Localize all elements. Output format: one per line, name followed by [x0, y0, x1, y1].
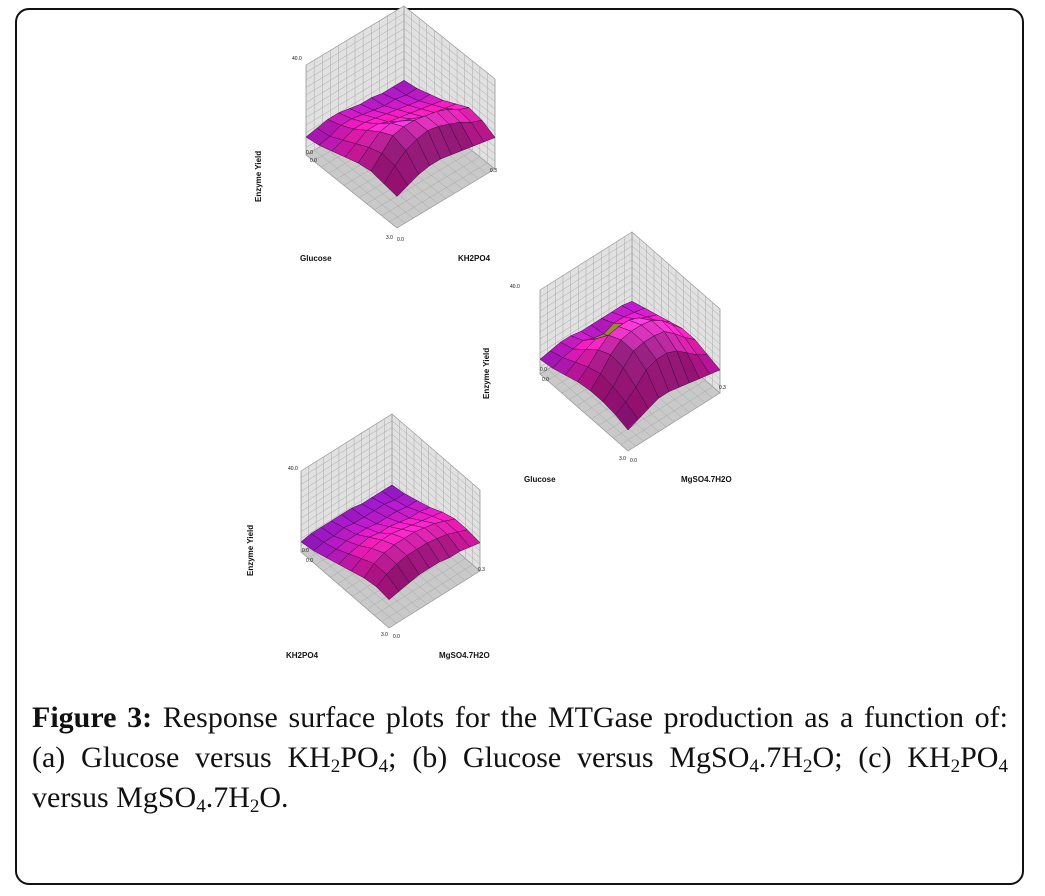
surface-patch	[376, 574, 400, 600]
y-tick-end: 0.3	[490, 168, 497, 174]
grid-line	[300, 427, 393, 485]
y-tick-start: 0.0	[542, 377, 549, 383]
caption-text: O.	[259, 781, 289, 814]
y-axis-label: MgSO4.7H2O	[681, 475, 732, 484]
grid-line	[305, 20, 405, 81]
grid-line	[631, 245, 721, 324]
y-tick-start: 0.0	[310, 158, 317, 164]
grid-line	[539, 238, 633, 298]
x-tick-start: 0.0	[397, 237, 404, 243]
figure-frame	[15, 8, 1024, 885]
subscript: 2	[803, 756, 813, 777]
surface-mesh	[305, 80, 496, 197]
z-axis-label: Enzyme Yield	[246, 525, 255, 576]
caption-text: .7H	[758, 741, 804, 774]
y-tick-end: 0.3	[719, 385, 726, 391]
x-tick-end: 3.0	[381, 632, 388, 638]
grid-line	[391, 427, 481, 504]
surface-mesh	[300, 484, 481, 600]
grid-line	[539, 231, 633, 291]
z-tick-bottom: 0.0	[306, 150, 313, 156]
subscript: 4	[749, 756, 759, 777]
subscript: 4	[998, 756, 1008, 777]
grid-line	[391, 413, 481, 491]
x-tick-start: 0.0	[393, 634, 400, 640]
surface-plot-a: Enzyme Yield 40.0 0.0 0.0 3.0 0.0 0.3 Gl…	[254, 5, 497, 263]
figure-caption: Figure 3: Response surface plots for the…	[32, 698, 1008, 818]
z-tick-top: 40.0	[288, 466, 298, 472]
subscript: 2	[330, 756, 341, 777]
grid-line	[300, 420, 393, 478]
grid-line	[300, 413, 393, 472]
caption-text: Response surface plots for the MTGase pr…	[32, 701, 1008, 774]
y-axis-label: KH2PO4	[458, 254, 491, 263]
y-tick-end: 0.3	[478, 567, 485, 573]
surface-patch	[383, 165, 409, 197]
grid-line	[391, 420, 481, 497]
z-tick-bottom: 0.0	[302, 548, 309, 554]
caption-text: O; (c) KH	[812, 741, 951, 774]
caption-text: ; (b) Glucose versus MgSO	[388, 741, 750, 774]
grid-line	[403, 5, 496, 80]
subscript: 4	[196, 796, 206, 817]
z-axis-label: Enzyme Yield	[254, 151, 263, 202]
grid-line	[631, 238, 721, 317]
caption-text: versus MgSO	[32, 781, 197, 814]
caption-text: .7H	[205, 781, 250, 814]
figure-label: Figure 3:	[32, 701, 153, 734]
caption-text: PO	[960, 741, 999, 774]
z-tick-top: 40.0	[510, 284, 520, 290]
grid-line	[403, 20, 496, 95]
grid-line	[305, 5, 405, 66]
surface-plot-c: Enzyme Yield 40.0 0.0 0.0 3.0 0.0 0.3 KH…	[246, 413, 490, 660]
x-tick-start: 0.0	[630, 458, 637, 464]
subscript: 4	[378, 756, 389, 777]
z-axis-label: Enzyme Yield	[482, 348, 491, 399]
subscript: 2	[249, 796, 260, 817]
surface-patch	[615, 401, 639, 431]
y-axis-label: MgSO4.7H2O	[439, 651, 490, 660]
caption-text: PO	[340, 741, 379, 774]
y-tick-start: 0.0	[306, 558, 313, 564]
x-tick-end: 3.0	[386, 235, 393, 241]
z-tick-bottom: 0.0	[540, 367, 547, 373]
grid-line	[631, 231, 721, 310]
surface-mesh	[539, 301, 721, 431]
x-axis-label: Glucose	[300, 254, 332, 263]
subscript: 2	[950, 756, 961, 777]
x-tick-end: 3.0	[619, 456, 626, 462]
z-tick-top: 40.0	[292, 56, 302, 62]
grid-line	[305, 13, 405, 73]
grid-line	[403, 13, 496, 87]
surface-plot-b: Enzyme Yield 40.0 0.0 0.0 3.0 0.0 0.3 Gl…	[482, 231, 732, 484]
x-axis-label: KH2PO4	[286, 651, 319, 660]
grid-line	[539, 245, 633, 305]
x-axis-label: Glucose	[524, 475, 556, 484]
